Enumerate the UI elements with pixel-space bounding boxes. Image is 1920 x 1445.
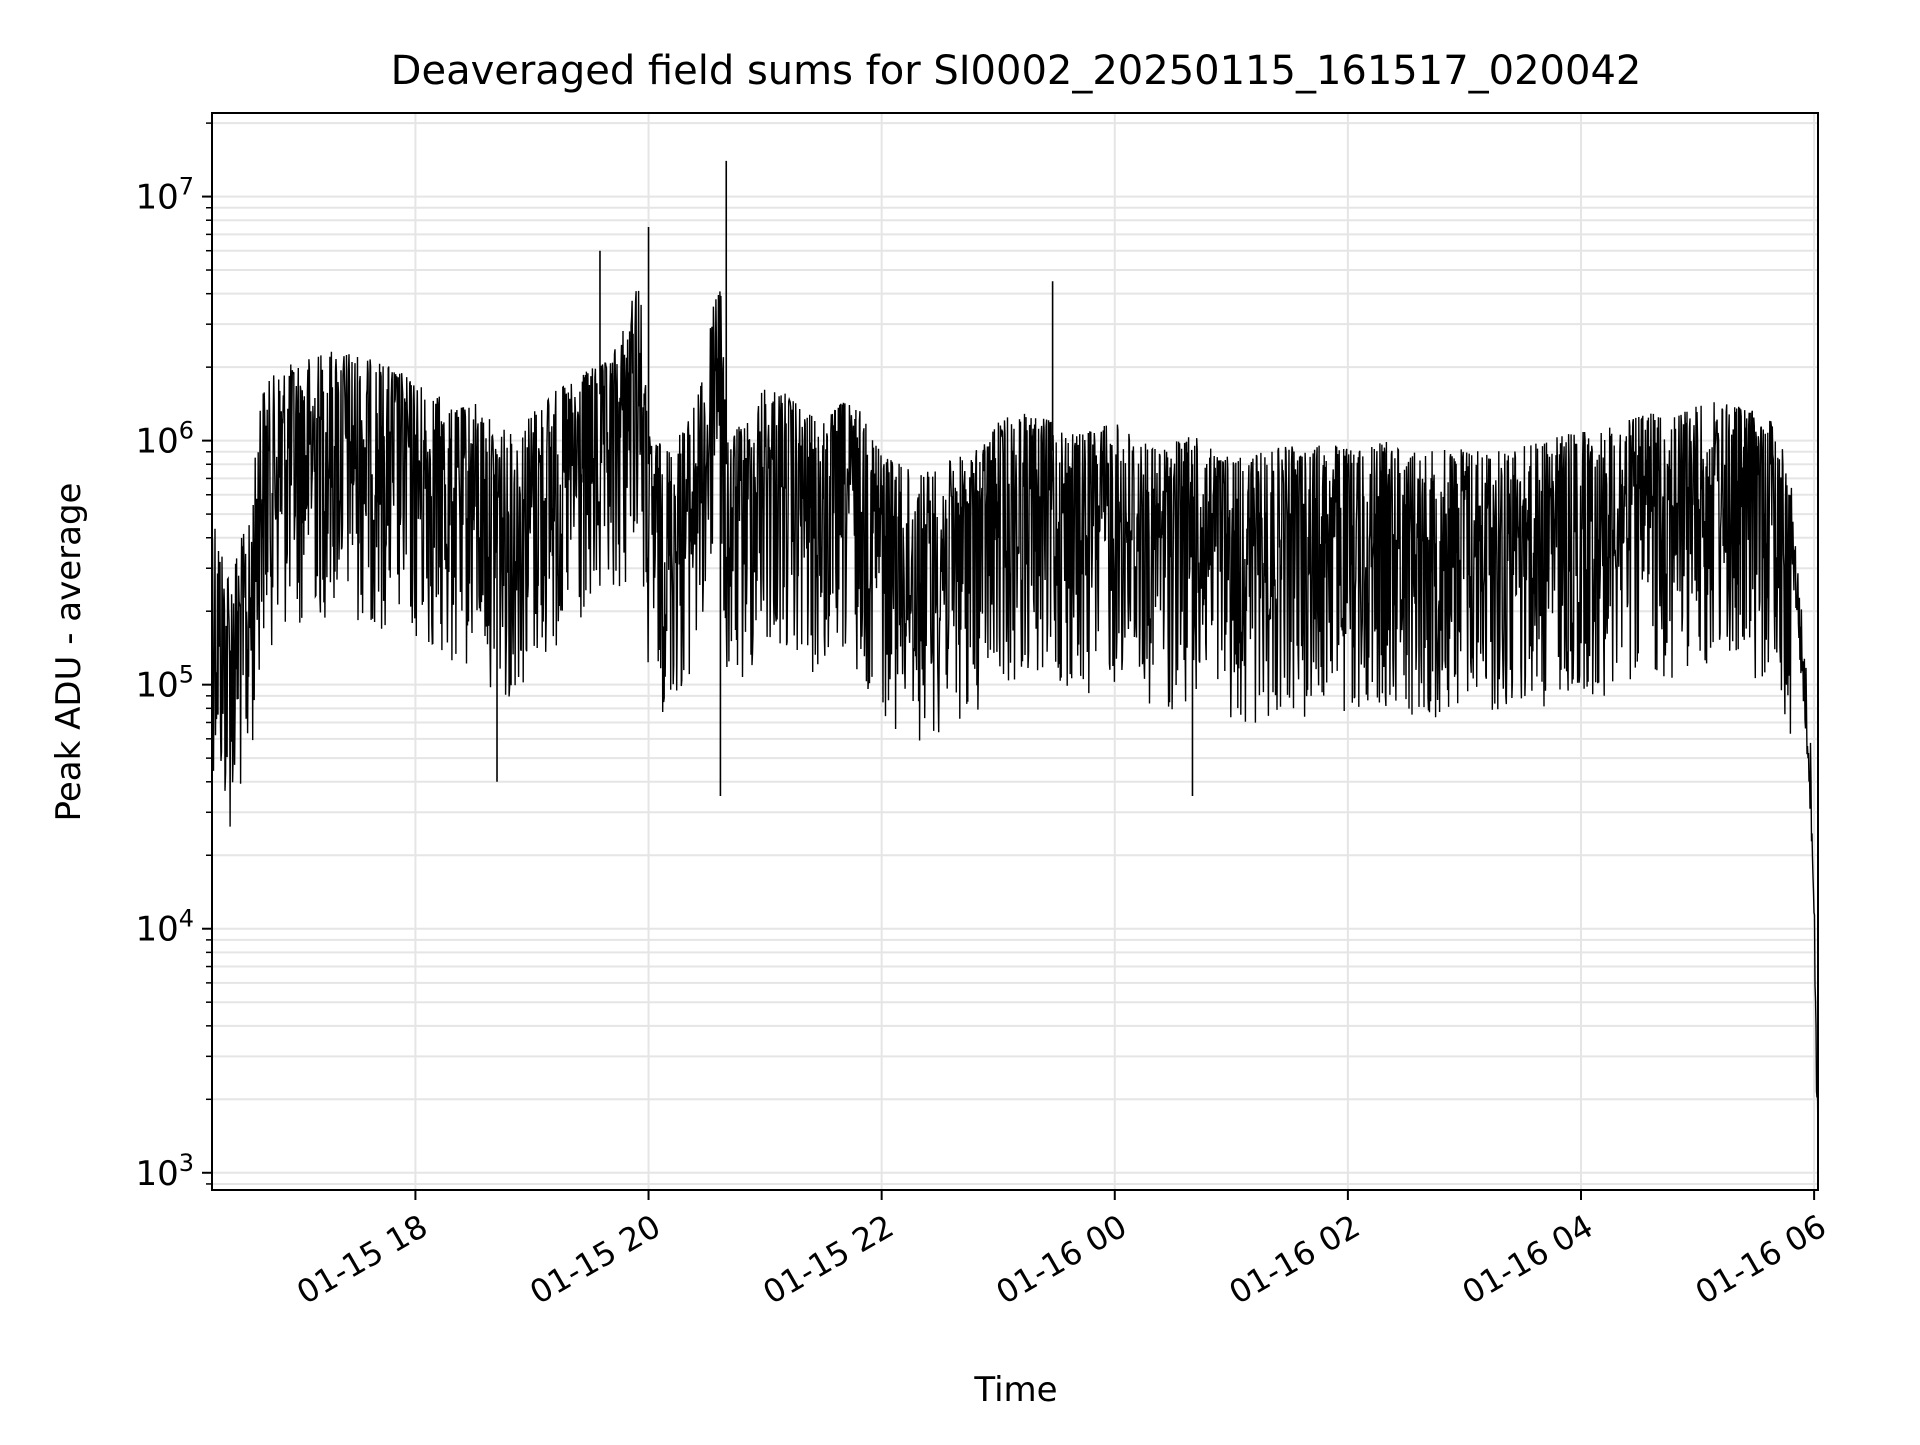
x-axis-label: Time bbox=[973, 1370, 1057, 1410]
chart-title: Deaveraged field sums for SI0002_2025011… bbox=[391, 48, 1642, 94]
y-axis-label: Peak ADU - average bbox=[49, 483, 89, 822]
